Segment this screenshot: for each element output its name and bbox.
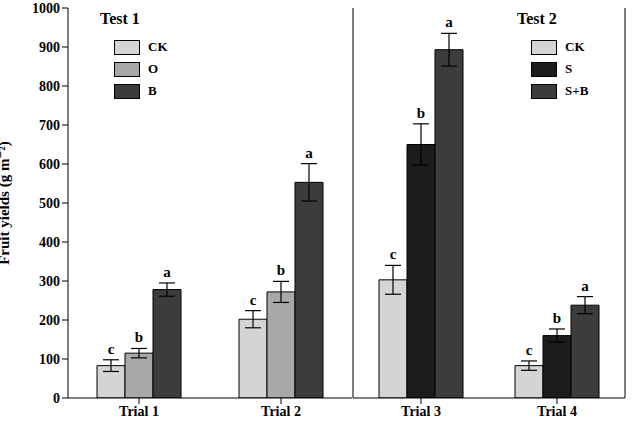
html-text:Test 1: Test 1 xyxy=(100,10,140,27)
svg-text:100: 100 xyxy=(39,352,60,367)
svg-text:a: a xyxy=(163,264,171,280)
html-text:CK: CK xyxy=(565,39,585,54)
svg-text:c: c xyxy=(250,292,257,308)
svg-text:b: b xyxy=(135,329,143,345)
svg-text:b: b xyxy=(417,105,425,121)
svg-text:900: 900 xyxy=(39,40,60,55)
html-text:Test 2: Test 2 xyxy=(517,10,557,27)
svg-text:a: a xyxy=(581,278,589,294)
svg-text:300: 300 xyxy=(39,274,60,289)
svg-text:0: 0 xyxy=(53,391,60,406)
html-text:CK: CK xyxy=(148,39,168,54)
svg-text:b: b xyxy=(277,262,285,278)
svg-text:Fruit yields (g m⁻²): Fruit yields (g m⁻²) xyxy=(8,141,13,265)
svg-text:Trial 4: Trial 4 xyxy=(537,404,577,419)
html-text:O: O xyxy=(148,61,159,76)
svg-text:400: 400 xyxy=(39,235,60,250)
svg-text:700: 700 xyxy=(39,118,60,133)
svg-text:c: c xyxy=(108,341,115,357)
svg-text:c: c xyxy=(526,342,533,358)
svg-text:200: 200 xyxy=(39,313,60,328)
svg-text:1000: 1000 xyxy=(32,1,60,16)
svg-text:b: b xyxy=(553,310,561,326)
svg-text:600: 600 xyxy=(39,157,60,172)
svg-text:800: 800 xyxy=(39,79,60,94)
html-text:B: B xyxy=(148,83,157,98)
svg-text:c: c xyxy=(390,246,397,262)
svg-text:500: 500 xyxy=(39,196,60,211)
svg-text:Trial 3: Trial 3 xyxy=(401,404,441,419)
svg-text:a: a xyxy=(445,14,453,30)
svg-text:Trial 2: Trial 2 xyxy=(261,404,301,419)
html-text:S: S xyxy=(565,61,573,76)
svg-text:Trial 1: Trial 1 xyxy=(119,404,159,419)
svg-text:a: a xyxy=(305,145,313,161)
html-text:S+B: S+B xyxy=(565,83,589,98)
